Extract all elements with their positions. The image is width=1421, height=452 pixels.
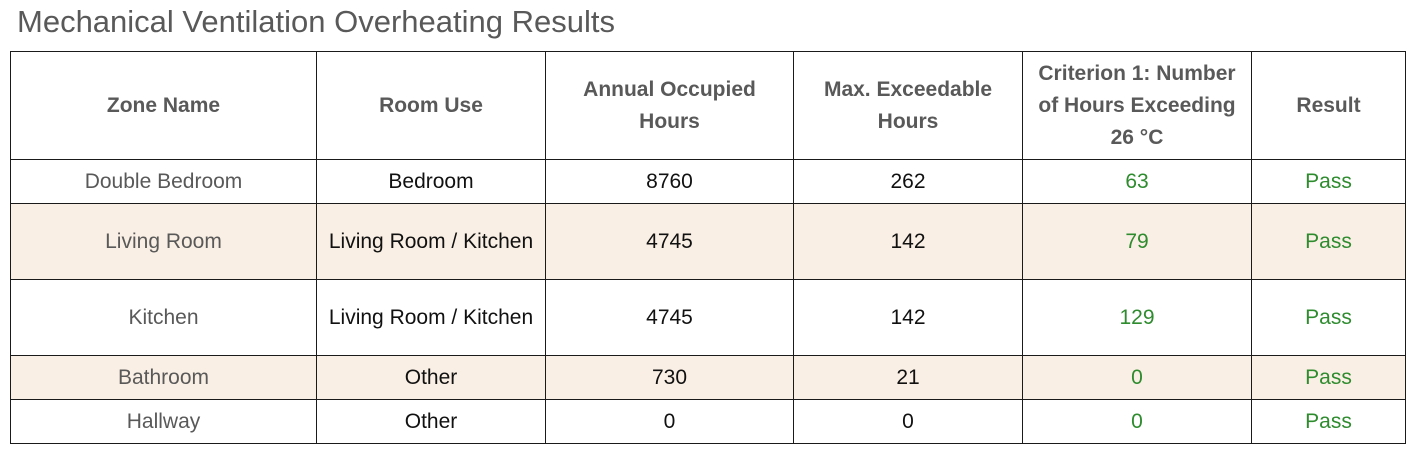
annual-hours-cell: 4745 xyxy=(545,279,794,356)
room-use-cell: Living Room / Kitchen xyxy=(316,279,546,356)
criterion-hours-cell: 0 xyxy=(1022,399,1252,444)
table-row: Kitchen Living Room / Kitchen 4745 142 1… xyxy=(10,279,1406,356)
table-row: Bathroom Other 730 21 0 Pass xyxy=(10,355,1406,400)
annual-hours-cell: 4745 xyxy=(545,203,794,280)
max-exceedable-cell: 0 xyxy=(793,399,1023,444)
max-exceedable-cell: 142 xyxy=(793,203,1023,280)
header-criterion-1: Criterion 1: Number of Hours Exceeding 2… xyxy=(1022,51,1252,160)
criterion-hours-cell: 0 xyxy=(1022,355,1252,400)
max-exceedable-cell: 142 xyxy=(793,279,1023,356)
annual-hours-cell: 8760 xyxy=(545,159,794,204)
table-header-row: Zone Name Room Use Annual Occupied Hours… xyxy=(10,51,1406,160)
result-cell: Pass xyxy=(1251,355,1406,400)
annual-hours-cell: 0 xyxy=(545,399,794,444)
overheating-results-table: Zone Name Room Use Annual Occupied Hours… xyxy=(10,51,1406,444)
room-use-cell: Bedroom xyxy=(316,159,546,204)
header-room-use: Room Use xyxy=(316,51,546,160)
room-use-cell: Living Room / Kitchen xyxy=(316,203,546,280)
header-zone-name: Zone Name xyxy=(10,51,317,160)
criterion-hours-cell: 79 xyxy=(1022,203,1252,280)
zone-name-cell: Double Bedroom xyxy=(10,159,317,204)
zone-name-cell: Hallway xyxy=(10,399,317,444)
table-row: Living Room Living Room / Kitchen 4745 1… xyxy=(10,203,1406,280)
result-cell: Pass xyxy=(1251,203,1406,280)
result-cell: Pass xyxy=(1251,279,1406,356)
annual-hours-cell: 730 xyxy=(545,355,794,400)
zone-name-cell: Living Room xyxy=(10,203,317,280)
header-max-exceedable-hours: Max. Exceedable Hours xyxy=(793,51,1023,160)
criterion-hours-cell: 129 xyxy=(1022,279,1252,356)
max-exceedable-cell: 21 xyxy=(793,355,1023,400)
table-row: Hallway Other 0 0 0 Pass xyxy=(10,399,1406,444)
zone-name-cell: Bathroom xyxy=(10,355,317,400)
page-title: Mechanical Ventilation Overheating Resul… xyxy=(17,4,615,39)
table-row: Double Bedroom Bedroom 8760 262 63 Pass xyxy=(10,159,1406,204)
criterion-hours-cell: 63 xyxy=(1022,159,1252,204)
header-annual-occupied-hours: Annual Occupied Hours xyxy=(545,51,794,160)
header-result: Result xyxy=(1251,51,1406,160)
max-exceedable-cell: 262 xyxy=(793,159,1023,204)
result-cell: Pass xyxy=(1251,159,1406,204)
room-use-cell: Other xyxy=(316,355,546,400)
room-use-cell: Other xyxy=(316,399,546,444)
result-cell: Pass xyxy=(1251,399,1406,444)
zone-name-cell: Kitchen xyxy=(10,279,317,356)
